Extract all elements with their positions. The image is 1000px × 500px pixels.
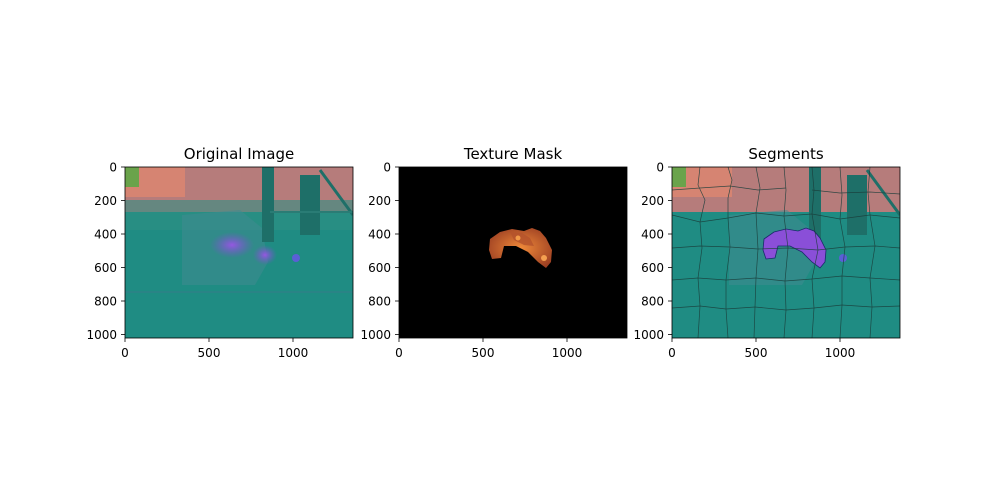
y-tick-label: 0 bbox=[656, 161, 664, 175]
panel-title: Segments bbox=[748, 145, 824, 163]
x-axis: 0 500 1000 bbox=[668, 338, 855, 360]
y-tick-label: 200 bbox=[641, 194, 664, 208]
y-tick-label: 1000 bbox=[86, 328, 117, 342]
x-tick-label: 1000 bbox=[278, 346, 309, 360]
y-tick-label: 600 bbox=[94, 261, 117, 275]
image-texture-mask bbox=[399, 167, 627, 338]
x-tick-label: 0 bbox=[395, 346, 403, 360]
x-tick-label: 500 bbox=[472, 346, 495, 360]
y-tick-label: 800 bbox=[641, 295, 664, 309]
y-tick-label: 200 bbox=[368, 194, 391, 208]
y-tick-label: 0 bbox=[383, 161, 391, 175]
x-tick-label: 500 bbox=[198, 346, 221, 360]
y-axis: 0 200 400 600 800 1000 bbox=[633, 161, 672, 342]
y-tick-label: 0 bbox=[109, 161, 117, 175]
x-tick-label: 1000 bbox=[825, 346, 856, 360]
y-tick-label: 1000 bbox=[360, 328, 391, 342]
y-tick-label: 400 bbox=[641, 228, 664, 242]
y-tick-label: 400 bbox=[368, 228, 391, 242]
panel-segments: Segments bbox=[633, 145, 901, 360]
x-axis: 0 500 1000 bbox=[395, 338, 582, 360]
y-tick-label: 400 bbox=[94, 228, 117, 242]
x-tick-label: 0 bbox=[121, 346, 129, 360]
y-tick-label: 1000 bbox=[633, 328, 664, 342]
image-original bbox=[125, 167, 353, 338]
panel-original-image: Original Image 0 500 1000 bbox=[86, 145, 354, 360]
x-tick-label: 1000 bbox=[552, 346, 583, 360]
y-axis: 0 200 400 600 800 1000 bbox=[360, 161, 399, 342]
panel-title: Texture Mask bbox=[463, 145, 563, 163]
image-segments bbox=[672, 167, 900, 338]
y-tick-label: 600 bbox=[368, 261, 391, 275]
y-tick-label: 800 bbox=[94, 295, 117, 309]
y-tick-label: 800 bbox=[368, 295, 391, 309]
x-tick-label: 500 bbox=[745, 346, 768, 360]
y-tick-label: 200 bbox=[94, 194, 117, 208]
x-axis: 0 500 1000 bbox=[121, 338, 308, 360]
segment-boundaries bbox=[672, 167, 900, 338]
y-tick-label: 600 bbox=[641, 261, 664, 275]
y-axis: 0 200 400 600 800 1000 bbox=[86, 161, 125, 342]
x-tick-label: 0 bbox=[668, 346, 676, 360]
panel-title: Original Image bbox=[184, 145, 294, 163]
panel-texture-mask: Texture Mask 0 500 1000 0 200 400 bbox=[360, 145, 628, 360]
